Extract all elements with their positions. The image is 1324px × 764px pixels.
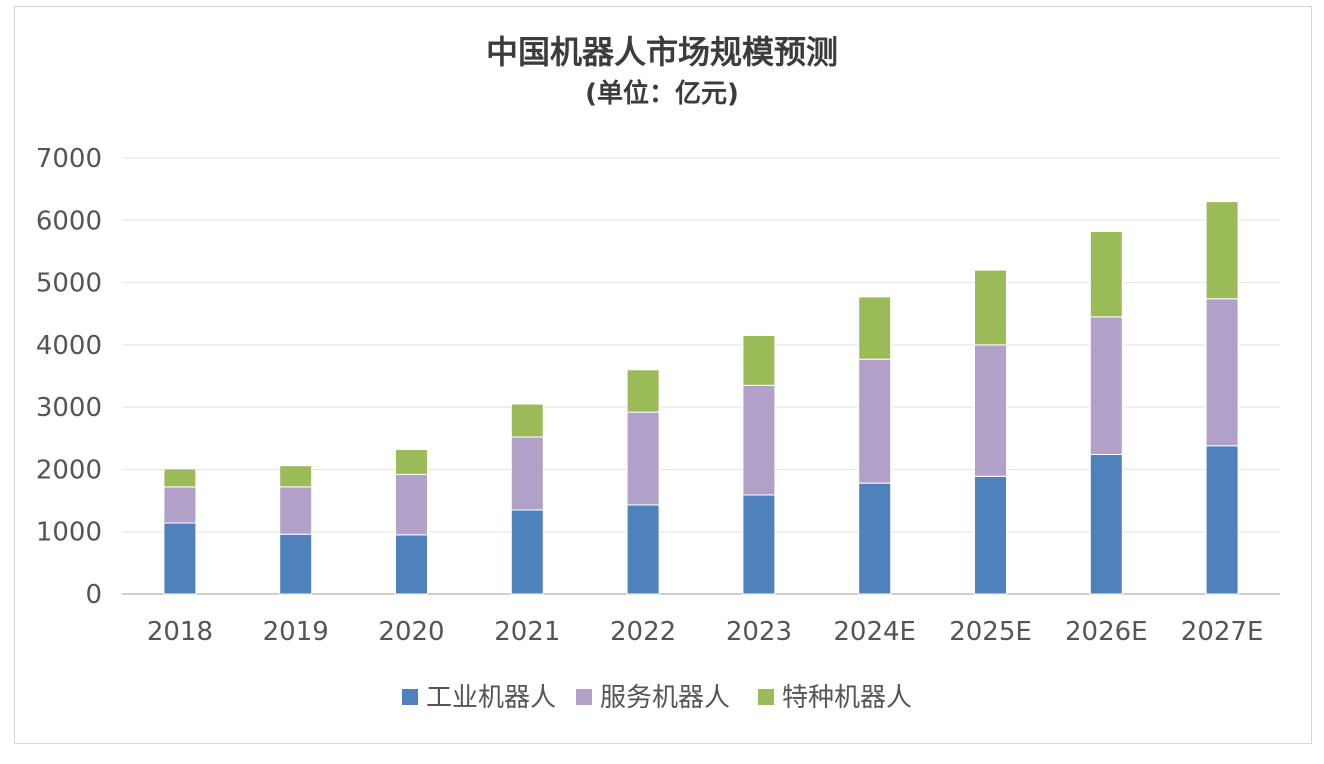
bar-segment-service	[1089, 316, 1123, 455]
legend-swatch	[402, 689, 418, 705]
bar-segment-special	[1089, 230, 1123, 318]
bar-segment-special	[163, 468, 197, 488]
bar-stack-2024E	[858, 296, 892, 595]
x-tick-label: 2024E	[833, 617, 916, 647]
bar-segment-industrial	[395, 534, 428, 595]
bar-segment-service	[742, 384, 776, 496]
bar-segment-service	[1205, 298, 1239, 447]
chart-title: 中国机器人市场规模预测	[485, 33, 838, 71]
bar-stack-2022	[626, 369, 660, 595]
x-axis-ticks: 2018 2019 2020 2021 2022 2023 2024E 2025E 2026E 2…	[147, 617, 1264, 647]
legend-label: 服务机器人	[600, 683, 730, 713]
bar-stack-2020	[395, 448, 428, 595]
legend-item: 服务机器人	[576, 683, 730, 713]
bar-segment-service	[626, 411, 660, 506]
y-tick-label: 6000	[36, 206, 102, 236]
x-tick-label: 2019	[263, 617, 329, 647]
bar-stack-2019	[279, 465, 313, 595]
bar-segment-industrial	[858, 482, 892, 595]
y-axis-ticks: 0 1000 2000 3000 4000 5000 6000 7000	[36, 144, 102, 610]
x-tick-label: 2027E	[1181, 617, 1264, 647]
x-tick-label: 2020	[378, 617, 444, 647]
bar-segment-industrial	[626, 504, 660, 595]
legend-item: 特种机器人	[758, 683, 912, 713]
legend-swatch	[758, 689, 774, 705]
bar-stack-2021	[510, 403, 544, 595]
y-tick-label: 5000	[36, 269, 102, 299]
bar-segment-special	[279, 465, 313, 488]
y-tick-label: 1000	[36, 518, 102, 548]
bar-stack-2025E	[974, 269, 1007, 595]
legend-swatch	[576, 689, 592, 705]
bar-segment-special	[626, 369, 660, 413]
y-tick-label: 4000	[36, 331, 102, 361]
bar-segment-industrial	[279, 533, 313, 595]
bars	[163, 201, 1239, 595]
bar-segment-special	[974, 269, 1007, 346]
bar-stack-2027E	[1205, 201, 1239, 595]
legend-label: 特种机器人	[782, 683, 912, 713]
x-tick-label: 2026E	[1065, 617, 1148, 647]
x-tick-label: 2021	[494, 617, 560, 647]
y-tick-label: 3000	[36, 393, 102, 423]
y-tick-label: 2000	[36, 455, 102, 485]
bar-stack-2018	[163, 468, 197, 595]
gridlines	[122, 157, 1280, 595]
y-tick-label: 7000	[36, 144, 102, 174]
bar-segment-industrial	[1205, 445, 1239, 595]
bar-segment-service	[974, 344, 1007, 477]
bar-segment-service	[510, 436, 544, 511]
bar-segment-service	[395, 473, 428, 536]
x-tick-label: 2022	[610, 617, 676, 647]
bar-segment-service	[279, 486, 313, 535]
bar-segment-special	[742, 335, 776, 386]
bar-segment-special	[510, 403, 544, 438]
chart-subtitle: (单位：亿元)	[585, 79, 739, 109]
bar-segment-special	[858, 296, 892, 360]
y-tick-label: 0	[85, 580, 102, 610]
legend-label: 工业机器人	[426, 683, 556, 713]
x-tick-label: 2018	[147, 617, 213, 647]
bar-segment-service	[858, 358, 892, 484]
bar-segment-industrial	[1089, 453, 1123, 595]
bar-segment-special	[395, 448, 428, 475]
bar-stack-2023	[742, 335, 776, 595]
legend: 工业机器人 服务机器人 特种机器人	[402, 683, 912, 713]
x-tick-label: 2025E	[949, 617, 1032, 647]
bar-segment-service	[163, 486, 197, 524]
bar-segment-special	[1205, 201, 1239, 300]
bar-segment-industrial	[163, 522, 197, 595]
bar-segment-industrial	[974, 475, 1007, 595]
bar-segment-industrial	[742, 494, 776, 595]
bar-stack-2026E	[1089, 230, 1123, 595]
x-tick-label: 2023	[726, 617, 792, 647]
bar-segment-industrial	[510, 509, 544, 595]
legend-item: 工业机器人	[402, 683, 556, 713]
